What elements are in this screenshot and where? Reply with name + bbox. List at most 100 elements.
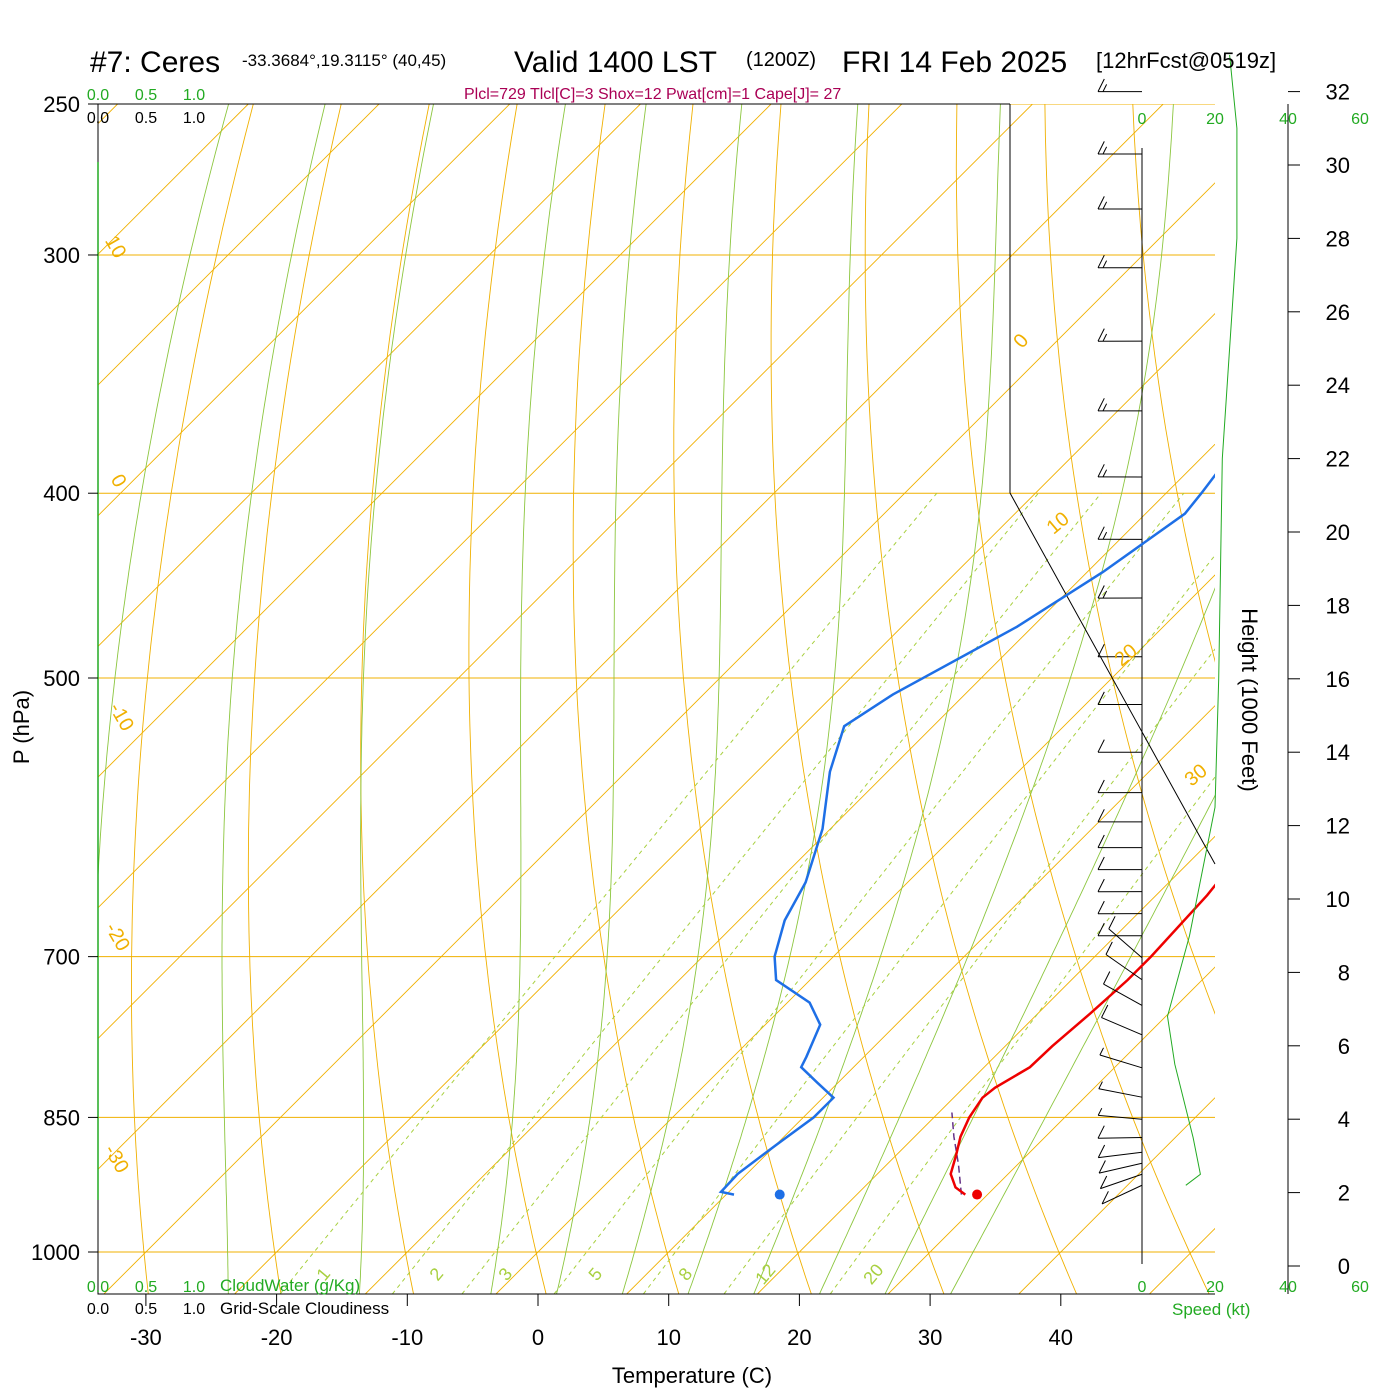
height-tick-label: 4 [1338, 1107, 1350, 1132]
dry-adiabat-line [673, 104, 812, 1294]
mixing-ratio-label: 2 [426, 1264, 448, 1285]
speed-tick-top: 40 [1279, 111, 1297, 128]
wind-barb [1097, 643, 1143, 658]
mixing-ratio-line [461, 492, 1102, 1294]
mixing-ratio-label: 5 [585, 1264, 607, 1285]
isotherm-line [98, 104, 772, 778]
dry-adiabat-label: 20 [1111, 640, 1142, 671]
dry-adiabat-line [770, 104, 945, 1294]
cloud-scale-top: 1.0 [183, 87, 205, 104]
dry-adiabat-label: 0 [106, 471, 131, 492]
x-tick-label: 10 [656, 1325, 680, 1350]
isotherm-line [98, 104, 1164, 1170]
dry-adiabat-line [360, 104, 430, 1294]
stability-indices: Plcl=729 Tlcl[C]=3 Shox=12 Pwat[cm]=1 Ca… [464, 86, 841, 103]
moist-adiabat-line [621, 104, 743, 1294]
grid-scale-top: 0.5 [135, 110, 157, 127]
wind-barb [1108, 916, 1143, 959]
y-axis-title: P (hPa) [9, 690, 34, 764]
wind-barb [1101, 1184, 1143, 1205]
wind-barb [1097, 834, 1143, 849]
moist-adiabat-line [818, 104, 1174, 1294]
y-tick-label: 300 [43, 243, 80, 268]
dry-adiabat-line [1044, 104, 1215, 1015]
wind-barb [1099, 1173, 1143, 1190]
dry-adiabat-label: 30 [1181, 760, 1212, 791]
wind-barb [1103, 971, 1143, 1006]
moist-adiabat-line [884, 587, 1215, 1294]
wind-barb [1097, 809, 1143, 823]
moist-adiabat-line [221, 104, 326, 1294]
y-tick-label: 850 [43, 1105, 80, 1130]
isotherm-line [887, 966, 1215, 1294]
dry-adiabat-line [864, 104, 1078, 1294]
wind-barb [1097, 779, 1143, 794]
cloudiness-label: Grid-Scale Cloudiness [220, 1299, 389, 1318]
isotherm-line [1149, 1227, 1215, 1294]
mixing-ratio-line [391, 492, 1039, 1294]
y-tick-label: 1000 [31, 1240, 80, 1265]
wind-barb [1098, 1081, 1143, 1098]
mixing-ratio-line [642, 554, 1215, 1294]
speed-tick-bottom: 40 [1279, 1279, 1297, 1296]
grid-scale-top: 0.0 [87, 110, 109, 127]
mixing-ratio-label: 12 [751, 1260, 779, 1288]
moist-adiabat-line [98, 104, 230, 884]
grid-scale-bottom: 0.0 [87, 1301, 109, 1318]
x-tick-label: 20 [787, 1325, 811, 1350]
height-tick-label: 14 [1326, 740, 1350, 765]
wind-barb [1097, 141, 1143, 155]
x-tick-label: -20 [261, 1325, 293, 1350]
mixing-ratio-label: 20 [859, 1260, 887, 1288]
height-tick-label: 24 [1326, 373, 1350, 398]
height-tick-label: 32 [1326, 80, 1350, 105]
speed-tick-top: 20 [1206, 111, 1224, 128]
mixing-ratio-label: 3 [495, 1264, 517, 1285]
dry-adiabat-label: -30 [99, 1141, 133, 1177]
isotherm-line [98, 104, 380, 386]
height-tick-label: 20 [1326, 520, 1350, 545]
cloud-water-label: CloudWater (g/Kg) [220, 1276, 360, 1295]
height-tick-label: 0 [1338, 1254, 1350, 1279]
isotherm-line [757, 835, 1215, 1294]
mixing-ratio-line [829, 776, 1215, 1294]
y-tick-label: 700 [43, 945, 80, 970]
speed-tick-top: 0 [1138, 111, 1147, 128]
surface-temperature-dot [972, 1189, 983, 1200]
wind-barb [1101, 1004, 1143, 1036]
dry-adiabat-line [468, 104, 547, 1294]
cloud-scale-bottom: 1.0 [183, 1279, 205, 1296]
dewpoint-line [718, 473, 1215, 1196]
mixing-ratio-line [723, 648, 1215, 1294]
y-tick-label: 250 [43, 92, 80, 117]
wind-barb [1097, 1107, 1143, 1120]
cloud-scale-top: 0.0 [87, 87, 109, 104]
isotherm-line [495, 574, 1215, 1294]
station-coords: -33.3684°,19.3115° (40,45) [242, 51, 446, 70]
dry-adiabat-line [955, 104, 1210, 1294]
height-tick-label: 6 [1338, 1034, 1350, 1059]
wind-speed-line [1166, 54, 1238, 1186]
valid-time: Valid 1400 LST [514, 46, 717, 79]
wind-barb [1097, 196, 1143, 210]
wind-barb [1097, 922, 1142, 937]
height-tick-label: 28 [1326, 226, 1350, 251]
height-tick-label: 26 [1326, 300, 1350, 325]
wind-barb [1097, 398, 1143, 412]
moist-adiabat-line [556, 104, 647, 1294]
x-tick-label: 40 [1049, 1325, 1073, 1350]
isotherm-line [103, 182, 1215, 1294]
dry-adiabat-line [247, 104, 342, 1294]
moist-adiabat-line [490, 104, 566, 1294]
wind-barb [1097, 878, 1143, 893]
dry-adiabat-line [572, 104, 680, 1294]
wind-barb [1097, 585, 1143, 599]
cloud-scale-bottom: 0.5 [135, 1279, 157, 1296]
height-tick-label: 16 [1326, 667, 1350, 692]
speed-tick-top: 60 [1351, 111, 1369, 128]
moist-adiabat-line [950, 794, 1215, 1294]
dry-adiabat-line [1393, 70, 1400, 1300]
x-tick-label: 0 [532, 1325, 544, 1350]
valid-date: FRI 14 Feb 2025 [842, 46, 1067, 79]
wind-barb [1097, 739, 1142, 753]
